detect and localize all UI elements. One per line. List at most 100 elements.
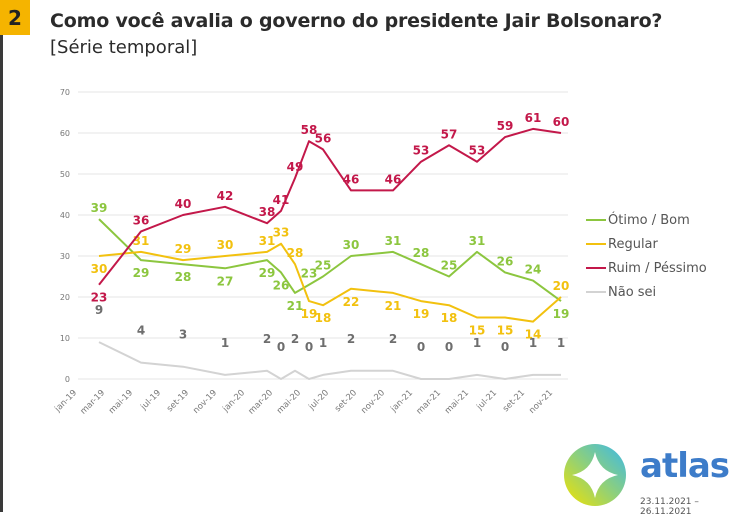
- y-tick-label: 0: [65, 375, 70, 384]
- data-label: 24: [525, 263, 542, 277]
- data-label: 0: [445, 340, 453, 354]
- data-label: 22: [343, 295, 360, 309]
- series-line: [98, 242, 562, 323]
- data-label: 29: [133, 266, 150, 280]
- data-label: 38: [259, 205, 276, 219]
- y-tick-label: 60: [60, 129, 70, 138]
- page-title: Como você avalia o governo do presidente…: [50, 10, 663, 32]
- data-label: 15: [497, 324, 514, 338]
- data-label: 41: [273, 193, 290, 207]
- legend-item: Ruim / Péssimo: [586, 256, 707, 280]
- data-label: 56: [315, 131, 332, 145]
- data-label: 28: [175, 270, 192, 284]
- data-label: 40: [175, 197, 192, 211]
- legend-item: Não sei: [586, 280, 707, 304]
- data-label: 31: [469, 234, 486, 248]
- data-label: 42: [217, 189, 234, 203]
- x-tick-label: mai-19: [107, 388, 135, 416]
- data-label: 30: [343, 238, 360, 252]
- x-tick-label: mai-20: [275, 388, 303, 416]
- data-label: 1: [529, 336, 537, 350]
- data-label: 46: [385, 172, 402, 186]
- data-label: 0: [305, 340, 313, 354]
- data-label: 25: [315, 259, 332, 273]
- data-label: 23: [301, 267, 318, 281]
- data-label: 2: [347, 332, 355, 346]
- data-label: 53: [469, 144, 486, 158]
- data-label: 30: [91, 262, 108, 276]
- data-label: 14: [525, 328, 542, 342]
- data-label: 21: [385, 299, 402, 313]
- data-label: 57: [441, 127, 458, 141]
- data-label: 2: [263, 332, 271, 346]
- brand-name: atlas: [640, 446, 730, 486]
- data-label: 36: [133, 213, 150, 227]
- y-tick-label: 50: [60, 170, 70, 179]
- fieldwork-dates: 23.11.2021 – 26.11.2021: [640, 497, 699, 517]
- series-line: [98, 341, 561, 380]
- x-tick-label: mar-21: [415, 388, 444, 417]
- x-tick-label: mar-19: [79, 388, 108, 417]
- legend-label: Ótimo / Bom: [608, 212, 690, 228]
- x-tick-label: jul-19: [138, 388, 163, 413]
- data-label: 25: [441, 259, 458, 273]
- y-tick-label: 70: [60, 88, 70, 97]
- atlas-logo-icon: [564, 444, 626, 506]
- data-label: 58: [301, 123, 318, 137]
- x-tick-label: nov-21: [527, 388, 555, 416]
- data-label: 30: [217, 238, 234, 252]
- x-tick-label: mar-20: [247, 388, 276, 417]
- data-label: 19: [553, 307, 570, 321]
- data-label: 59: [497, 119, 514, 133]
- legend-item: Ótimo / Bom: [586, 208, 707, 232]
- x-tick-label: nov-19: [191, 388, 219, 416]
- question-number-badge: 2: [0, 0, 30, 35]
- legend-swatch: [586, 267, 606, 269]
- data-label: 49: [287, 160, 304, 174]
- data-label: 53: [413, 144, 430, 158]
- data-label: 1: [473, 336, 481, 350]
- legend-swatch: [586, 291, 606, 293]
- data-label: 15: [469, 324, 486, 338]
- data-label: 46: [343, 172, 360, 186]
- x-tick-label: set-21: [501, 388, 527, 414]
- data-label: 26: [273, 278, 290, 292]
- data-label: 23: [91, 291, 108, 305]
- y-tick-label: 20: [60, 293, 70, 302]
- data-label: 1: [319, 336, 327, 350]
- data-label: 9: [95, 303, 103, 317]
- legend: Ótimo / Bom Regular Ruim / Péssimo Não sei: [586, 208, 707, 304]
- data-label: 31: [133, 234, 150, 248]
- data-label: 19: [301, 307, 318, 321]
- data-label: 2: [389, 332, 397, 346]
- data-label: 20: [553, 279, 570, 293]
- data-label: 29: [259, 266, 276, 280]
- data-label: 0: [501, 340, 509, 354]
- x-tick-label: jul-21: [474, 388, 499, 413]
- x-tick-label: mai-21: [443, 388, 471, 416]
- series-line: [98, 218, 562, 302]
- data-label: 28: [413, 246, 430, 260]
- data-label: 1: [557, 336, 565, 350]
- x-tick-label: set-20: [333, 388, 359, 414]
- data-label: 19: [413, 307, 430, 321]
- data-label: 33: [273, 226, 290, 240]
- data-label: 2: [291, 332, 299, 346]
- data-label: 39: [91, 201, 108, 215]
- page-subtitle: [Série temporal]: [50, 37, 198, 58]
- data-label: 0: [417, 340, 425, 354]
- series-line: [98, 127, 562, 286]
- data-label: 4: [137, 324, 145, 338]
- x-tick-label: jul-20: [306, 388, 331, 413]
- data-label: 31: [385, 234, 402, 248]
- data-label: 21: [287, 299, 304, 313]
- data-label: 31: [259, 234, 276, 248]
- x-tick-label: nov-20: [359, 388, 387, 416]
- data-label: 1: [221, 336, 229, 350]
- data-label: 60: [553, 115, 570, 129]
- legend-label: Não sei: [608, 284, 657, 300]
- data-label: 28: [287, 246, 304, 260]
- data-label: 26: [497, 254, 514, 268]
- legend-label: Ruim / Péssimo: [608, 260, 707, 276]
